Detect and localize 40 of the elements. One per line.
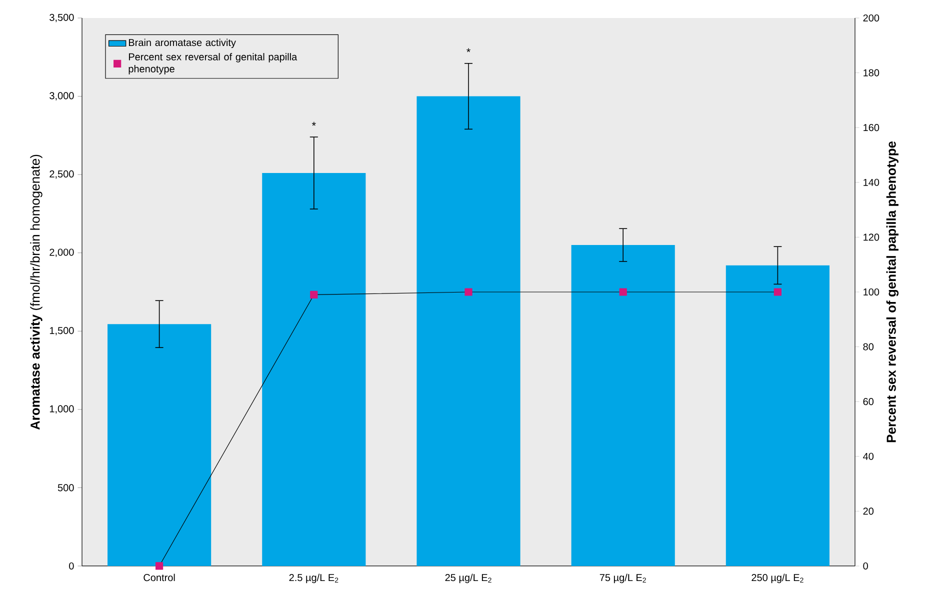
y2-tick-label: 200 <box>863 14 880 22</box>
x-tick-label: 75 µg/L E$_{2}$ <box>600 574 646 584</box>
x-tick-label: 2.5 µg/L E$_{2}$ <box>289 574 338 584</box>
y2-tick-label: 120 <box>864 234 880 241</box>
y2-tick-label: 140 <box>864 178 880 186</box>
y-tick-label: 2,500 <box>50 170 74 179</box>
y-tick-label: 2,000 <box>50 248 74 257</box>
legend-label: Brain aromatase activity <box>128 38 236 48</box>
x-tick-label: 250 µg/L E$_{2}$ <box>752 574 804 584</box>
y2-tick-label: 180 <box>864 69 880 76</box>
bar <box>108 324 212 566</box>
bar <box>262 172 366 566</box>
bar <box>726 265 830 566</box>
y2-tick-label: 80 <box>863 343 874 350</box>
y-tick-label: 0 <box>69 562 74 570</box>
y2-tick-label: 0 <box>863 562 868 570</box>
annotation: * <box>312 122 316 126</box>
y-tick-label: 3,000 <box>50 92 74 100</box>
y2-tick-label: 100 <box>864 288 880 296</box>
y-tick-label: 3,500 <box>50 14 74 22</box>
point <box>774 288 782 296</box>
point <box>156 562 164 570</box>
point <box>310 290 318 299</box>
y-tick-label: 500 <box>58 484 74 492</box>
y-axis-title: Aromatase activity (fmol/hr/brain homogenate) <box>30 154 42 430</box>
y2-axis-title: Percent sex reversal of genital papilla phenotype <box>886 141 899 442</box>
bar <box>571 245 675 566</box>
legend-label: Percent sex reversal of genital papilla phenotype <box>128 53 298 74</box>
y-tick-label: 1,000 <box>50 405 74 414</box>
y-tick-label: 1,500 <box>50 327 74 336</box>
y2-tick-label: 160 <box>864 124 880 132</box>
y2-tick-label: 40 <box>863 452 874 460</box>
point <box>619 288 627 296</box>
annotation: * <box>466 48 470 52</box>
y2-tick-label: 20 <box>863 508 874 515</box>
x-tick-label: Control <box>144 574 175 582</box>
y2-tick-label: 60 <box>863 398 874 406</box>
bar <box>416 96 520 566</box>
x-tick-label: 25 µg/L E$_{2}$ <box>445 574 492 584</box>
point <box>464 288 472 296</box>
